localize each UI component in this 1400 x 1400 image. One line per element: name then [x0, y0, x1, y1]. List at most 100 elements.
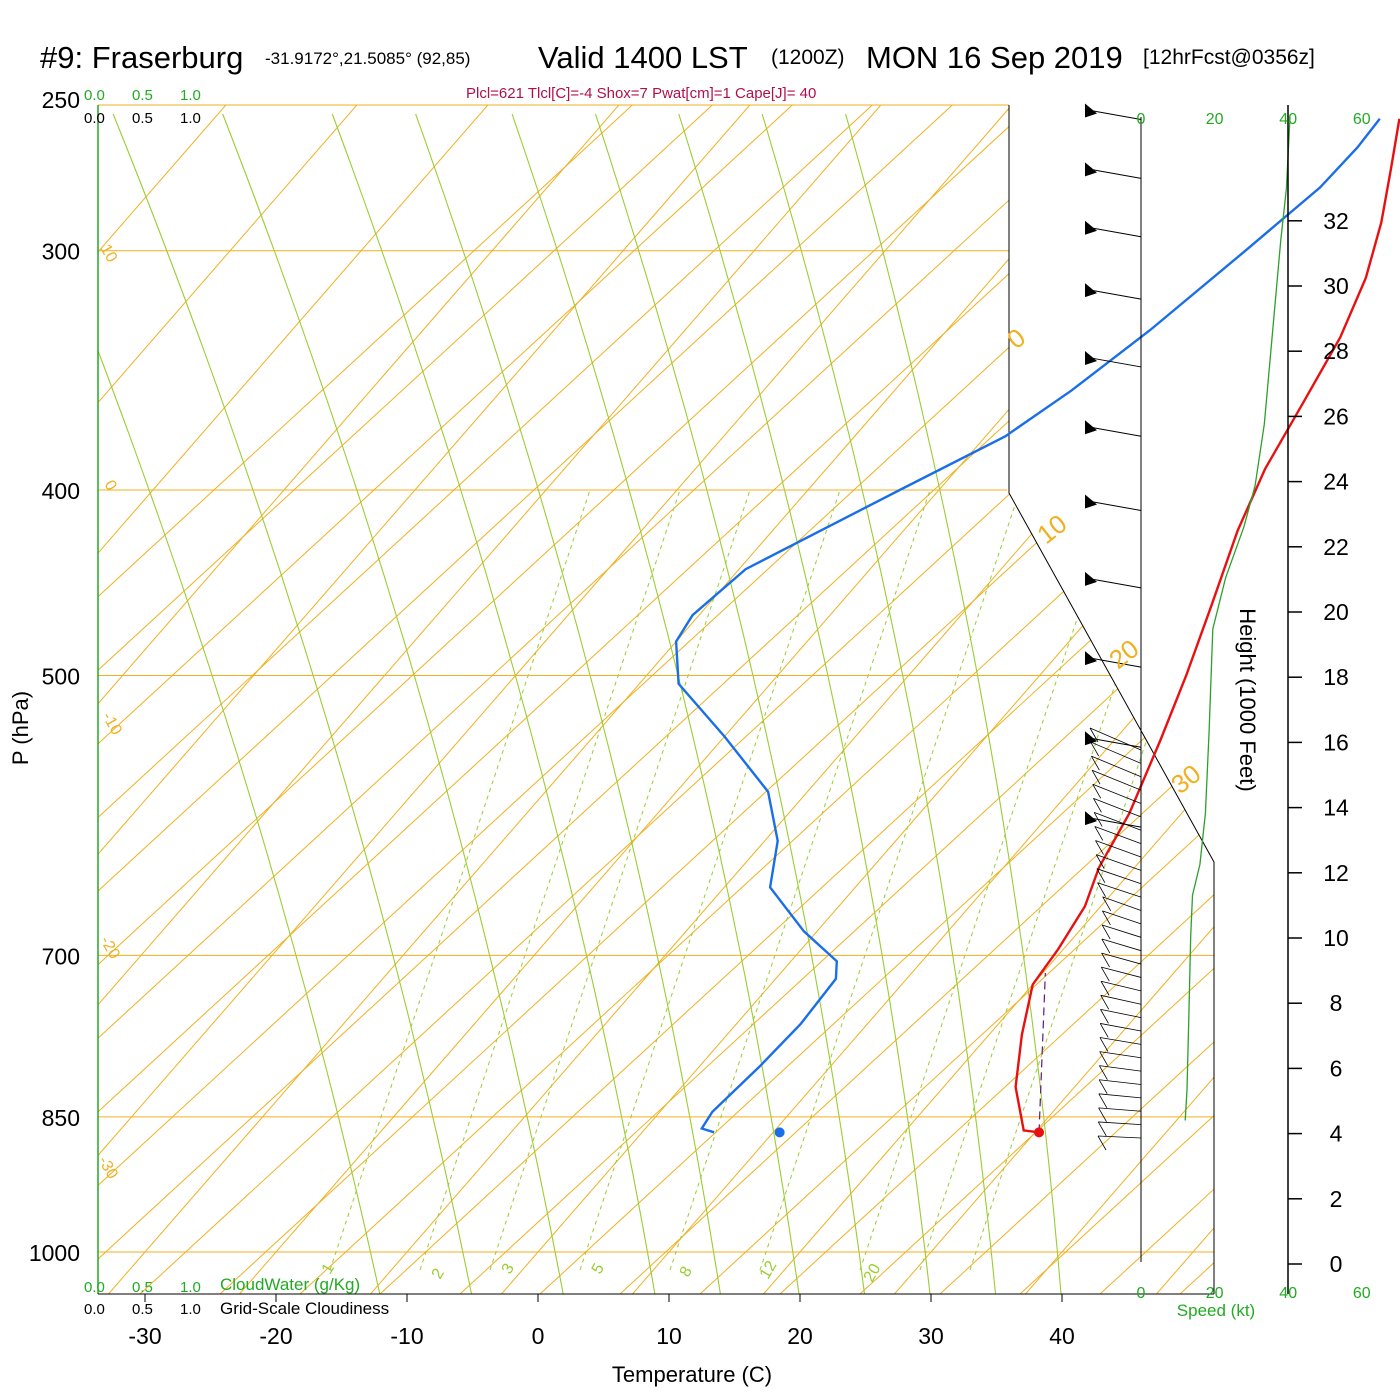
wind-barb-tick	[1101, 924, 1111, 940]
mixing-ratio-line	[419, 489, 681, 1271]
isotherm-label-20: 20	[1103, 633, 1144, 674]
cloudwater-scale-top-2: 1.0	[180, 87, 201, 104]
moist-adiabat	[678, 113, 931, 1294]
wind-barb-low	[1093, 797, 1142, 818]
dry-adiabat	[859, 105, 1214, 1294]
wind-barb-flag	[1085, 571, 1097, 586]
wind-barb-low	[1096, 854, 1142, 871]
wind-barb-flag	[1085, 350, 1097, 365]
pressure-tick-850: 850	[42, 1105, 80, 1131]
cloudiness-scale-bottom-1: 0.5	[132, 1301, 153, 1318]
dry-adiabat	[299, 105, 1214, 1294]
wind-barb-low	[1102, 896, 1142, 911]
isotherm-label-0: 0	[101, 478, 120, 494]
height-tick-label-2: 2	[1330, 1186, 1343, 1212]
pressure-tick-250: 250	[42, 87, 80, 113]
wind-barb-low	[1101, 966, 1142, 978]
dry-adiabat	[98, 105, 1121, 1294]
wind-barb-low	[1096, 868, 1142, 885]
wind-barb-tick	[1100, 1009, 1109, 1024]
wind-barb-tick	[1100, 981, 1110, 996]
speed-axis-title: Speed (kt)	[1177, 1301, 1255, 1320]
isotherm-40	[1012, 105, 1214, 1294]
height-tick-label-0: 0	[1330, 1251, 1343, 1277]
wind-barb-flag	[1085, 731, 1097, 746]
speed-tick-top-20: 20	[1206, 111, 1224, 128]
pressure-tick-500: 500	[42, 664, 80, 690]
height-tick-label-26: 26	[1323, 403, 1349, 429]
wind-barb-low	[1102, 910, 1142, 925]
dry-adiabat	[779, 105, 1214, 1294]
moist-adiabat	[222, 113, 564, 1294]
wind-barb-shaft	[1084, 577, 1142, 589]
height-tick-label-30: 30	[1323, 273, 1349, 299]
wind-barb-tick	[1102, 910, 1111, 926]
wind-barb-low	[1101, 952, 1142, 965]
wind-barb-tick	[1091, 755, 1100, 771]
surface-dewpoint-point	[774, 1127, 785, 1138]
height-tick-label-12: 12	[1323, 860, 1349, 886]
wind-barb-tick	[1097, 1135, 1107, 1151]
valid-time: Valid 1400 LST	[538, 40, 748, 75]
wind-barb-low	[1097, 882, 1142, 898]
isotherm--60	[98, 105, 785, 1294]
mixing-ratio-line	[969, 489, 1214, 1271]
height-tick-label-4: 4	[1330, 1121, 1343, 1147]
station-coords: -31.9172°,21.5085° (92,85)	[265, 49, 470, 68]
wind-barb-tick	[1100, 966, 1110, 982]
wind-barb-tick	[1101, 952, 1110, 968]
dry-adiabat	[219, 105, 1214, 1294]
isotherm-label-10: 10	[97, 242, 121, 266]
height-tick-label-8: 8	[1330, 990, 1343, 1016]
dry-adiabat	[98, 105, 881, 1294]
x-tick-label-20: 20	[787, 1323, 813, 1349]
wind-barb-flag	[1085, 420, 1097, 435]
frame-right	[1008, 105, 1215, 1294]
isotherm-20	[750, 105, 1214, 1294]
moist-adiabat	[761, 113, 997, 1294]
cloudiness-scale-bottom-0: 0.0	[84, 1301, 105, 1318]
cloudiness-label: Grid-Scale Cloudiness	[220, 1299, 389, 1318]
isotherm--20	[226, 105, 1214, 1294]
height-tick-label-22: 22	[1323, 534, 1349, 560]
wind-barb-tick	[1090, 741, 1100, 757]
isotherm-0	[488, 105, 1214, 1294]
wind-barb-tick	[1089, 727, 1099, 743]
x-tick-label--30: -30	[128, 1323, 161, 1349]
wind-barb-flag	[1085, 162, 1097, 177]
wind-barb-low	[1102, 924, 1142, 938]
pressure-tick-1000: 1000	[29, 1240, 80, 1266]
isotherm-label-30: 30	[1165, 758, 1206, 799]
wind-barb-low	[1090, 741, 1142, 764]
dewpoint-curve	[674, 118, 1381, 1134]
dry-adiabat	[98, 105, 801, 1294]
dry-adiabat	[939, 105, 1214, 1294]
moist-adiabat	[415, 113, 721, 1294]
wind-barb-tick	[1099, 1051, 1109, 1066]
isotherm--80	[98, 105, 523, 1294]
wind-barb-tick	[1099, 1037, 1109, 1052]
isotherm--40	[98, 105, 1047, 1294]
mixing-ratio-label-8: 8	[677, 1264, 696, 1280]
parcel-path	[1038, 972, 1046, 1133]
y-axis-title: P (hPa)	[8, 691, 33, 765]
speed-tick-top-60: 60	[1353, 111, 1371, 128]
wind-barb-tick	[1095, 854, 1105, 869]
pressure-tick-300: 300	[42, 239, 80, 265]
wind-barb-low	[1094, 826, 1142, 845]
wind-barb-low	[1099, 1051, 1142, 1059]
wind-barb-shaft	[1084, 288, 1142, 300]
isotherm--10	[357, 105, 1214, 1294]
wind-barb-tick	[1102, 896, 1112, 912]
height-tick-label-18: 18	[1323, 664, 1349, 690]
cloudwater-scale-bottom-2: 1.0	[180, 1279, 201, 1296]
wind-barb-shaft	[1084, 226, 1142, 238]
data-layer	[674, 118, 1400, 1138]
wind-barb-shaft	[1084, 816, 1142, 828]
wind-barb-shaft	[1084, 167, 1142, 179]
pressure-tick-400: 400	[42, 478, 80, 504]
wind-barb-shaft	[1084, 656, 1142, 668]
height-tick-label-20: 20	[1323, 599, 1349, 625]
mixing-ratio-label-5: 5	[589, 1261, 608, 1277]
moist-adiabat	[594, 113, 866, 1294]
